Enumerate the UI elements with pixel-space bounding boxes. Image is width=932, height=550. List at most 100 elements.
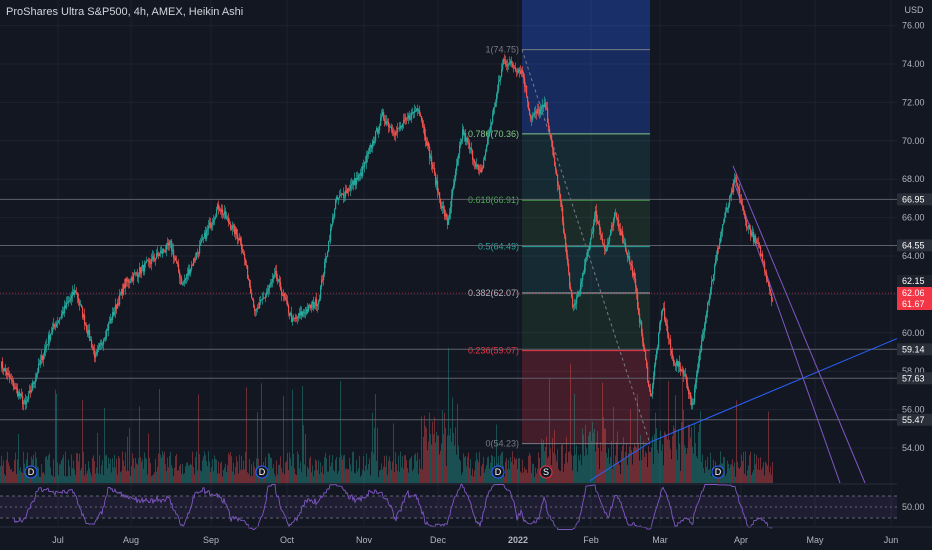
volume-bar: [438, 435, 439, 483]
candle-body: [575, 303, 577, 305]
candle-body: [497, 89, 499, 95]
volume-bar: [376, 460, 377, 483]
candle-body: [185, 278, 187, 280]
candle-body: [371, 145, 373, 149]
price-line-badge-label: 55.47: [902, 415, 925, 425]
candle-body: [457, 159, 459, 166]
candle-body: [564, 233, 566, 237]
candle-body: [658, 332, 660, 348]
candle-body: [526, 86, 528, 97]
volume-bar: [429, 412, 430, 483]
candle-body: [70, 298, 72, 301]
volume-bar: [443, 434, 444, 483]
volume-bar: [749, 455, 750, 483]
volume-bar: [316, 460, 317, 483]
volume-bar: [599, 469, 600, 483]
volume-bar: [472, 468, 473, 483]
candle-body: [82, 307, 84, 318]
candle-body: [402, 123, 404, 128]
candle-body: [760, 246, 762, 257]
candle-body: [761, 253, 763, 257]
volume-bar: [389, 456, 390, 483]
marker-label: D: [259, 467, 266, 477]
candle-body: [215, 216, 217, 219]
volume-bar: [347, 469, 348, 483]
candle-body: [329, 240, 331, 242]
candle-body: [323, 273, 325, 280]
candle-body: [266, 292, 268, 296]
volume-bar: [739, 468, 740, 483]
candle-body: [204, 232, 206, 238]
candle-body: [357, 178, 359, 180]
candle-body: [397, 128, 399, 133]
volume-bar: [646, 453, 647, 483]
candle-body: [518, 69, 520, 73]
fib-zone-top: [522, 0, 650, 50]
candle-body: [346, 190, 348, 193]
volume-bar: [582, 428, 583, 483]
candle-body: [403, 119, 405, 124]
volume-bar: [98, 473, 99, 483]
candle-body: [81, 304, 83, 308]
volume-bar: [301, 471, 302, 483]
volume-bar: [172, 467, 173, 483]
candle-body: [100, 343, 102, 345]
volume-bar: [23, 451, 24, 483]
candle-body: [648, 380, 650, 387]
volume-bar: [215, 458, 216, 483]
volume-bar: [463, 453, 464, 483]
volume-bar: [47, 459, 48, 483]
candle-body: [169, 242, 171, 246]
candle-body: [287, 301, 289, 306]
volume-bar: [758, 458, 759, 483]
volume-bar: [662, 444, 663, 483]
volume-bar: [757, 469, 758, 483]
volume-bar: [6, 459, 7, 483]
candle-body: [416, 108, 418, 111]
candle-body: [291, 313, 293, 322]
candle-body: [366, 155, 368, 163]
price-axis[interactable]: USD54.0056.0058.0060.0062.0064.0066.0068…: [897, 0, 932, 550]
volume-bar: [467, 456, 468, 483]
volume-bar: [683, 409, 684, 483]
candle-body: [551, 135, 553, 142]
volume-bar: [269, 454, 270, 483]
volume-bar: [343, 455, 344, 483]
candle-body: [712, 279, 714, 282]
price-line-badge: [897, 343, 932, 356]
volume-bar: [187, 462, 188, 483]
volume-bar: [97, 432, 98, 483]
candle-body: [79, 302, 81, 305]
horizontal-price-lines[interactable]: [0, 198, 897, 421]
marker-circle: [255, 465, 269, 479]
volume-bar: [571, 454, 572, 483]
candle-body: [582, 272, 584, 281]
candle-body: [285, 297, 287, 301]
volume-bar: [637, 393, 638, 483]
candle-body: [723, 222, 725, 225]
volume-bar: [672, 436, 673, 483]
volume-bar: [586, 448, 587, 483]
time-axis[interactable]: Jul Aug Sep Oct Nov Dec 2022 Feb Mar Apr May Jun: [0, 526, 932, 545]
candle-body: [295, 317, 297, 319]
volume-bar: [509, 469, 510, 483]
candle-body: [463, 129, 465, 136]
price-badge: [897, 275, 932, 287]
candle-body: [576, 297, 578, 304]
candle-body: [603, 244, 605, 246]
candle-body: [428, 142, 430, 147]
volume-bar: [745, 451, 746, 483]
candle-body: [218, 204, 220, 209]
candle-body: [479, 169, 481, 171]
candle-body: [614, 213, 616, 219]
volume-bar: [489, 468, 490, 483]
volume-bar: [519, 458, 520, 483]
volume-bar: [100, 474, 101, 483]
time-tick-label: 2022: [508, 535, 528, 545]
volume-bar: [593, 432, 594, 483]
candle-body: [602, 238, 604, 245]
candle-body: [59, 318, 61, 321]
